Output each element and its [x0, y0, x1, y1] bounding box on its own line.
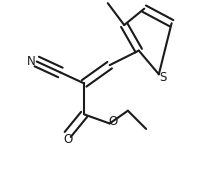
Text: N: N: [27, 55, 36, 68]
Text: S: S: [159, 71, 166, 84]
Text: O: O: [63, 133, 72, 146]
Text: O: O: [109, 115, 118, 128]
